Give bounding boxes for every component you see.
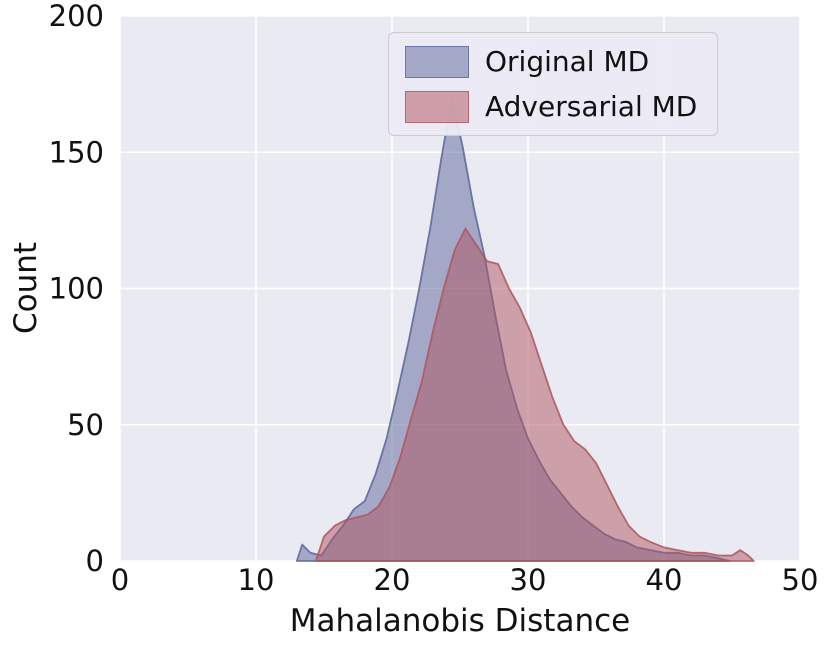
legend-item-original-md: Original MD	[405, 45, 697, 78]
x-tick-label-50: 50	[782, 563, 819, 597]
legend-label-adversarial-md: Adversarial MD	[485, 90, 698, 123]
x-tick-label-10: 10	[238, 563, 275, 597]
legend-swatch-original-md	[405, 45, 469, 78]
legend: Original MD Adversarial MD	[388, 32, 719, 136]
y-tick-label-100: 100	[49, 272, 104, 306]
x-tick-label-0: 0	[111, 563, 129, 597]
x-tick-label-30: 30	[510, 563, 547, 597]
legend-item-adversarial-md: Adversarial MD	[405, 90, 697, 123]
x-axis-title: Mahalanobis Distance	[289, 603, 631, 639]
y-tick-label-0: 0	[86, 544, 104, 578]
series-area-adversarial-md	[314, 227, 755, 562]
x-tick-label-20: 20	[374, 563, 411, 597]
legend-swatch-adversarial-md	[405, 90, 469, 123]
y-tick-label-200: 200	[49, 0, 104, 33]
x-tick-label-40: 40	[646, 563, 683, 597]
y-tick-label-150: 150	[49, 135, 104, 169]
y-tick-label-50: 50	[67, 408, 104, 442]
legend-label-original-md: Original MD	[485, 45, 650, 78]
y-axis-title: Count	[8, 241, 44, 335]
